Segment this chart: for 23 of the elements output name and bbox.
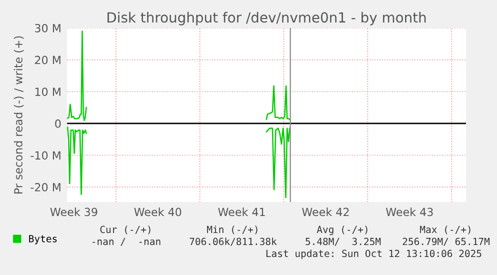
y-tick-label: 30 M <box>35 24 60 32</box>
text: Min (-/+) <box>207 226 258 234</box>
y-tick-label: -20 M <box>30 183 60 192</box>
x-tick-label: Week 40 <box>134 208 182 216</box>
text: 706.06k/811.38k <box>190 238 277 246</box>
x-tick-label: Week 39 <box>50 208 98 216</box>
text: 256.79M/ 65.17M <box>402 238 490 246</box>
y-axis-title: Pr second read (-) / write (+) <box>14 36 24 194</box>
text: Max (-/+) <box>420 226 470 234</box>
chart-title: Disk throughput for /dev/nvme0n1 - by month <box>108 12 426 26</box>
y-tick-label: 10 M <box>35 88 60 96</box>
text: Last update: Sun Oct 12 13:10:06 2025 <box>266 250 482 260</box>
y-tick-label: -10 M <box>30 151 60 160</box>
x-tick-label: Week 42 <box>302 208 349 216</box>
y-tick-label: 0 <box>55 119 61 128</box>
text: Cur (-/+) <box>100 226 150 234</box>
legend-label: Bytes <box>29 235 57 244</box>
x-tick-label: Week 41 <box>218 208 265 216</box>
text: -nan / -nan <box>92 238 160 246</box>
y-tick-label: 20 M <box>35 56 60 64</box>
text: Avg (-/+) <box>316 226 368 236</box>
x-tick-label: Week 43 <box>386 208 433 216</box>
text: 5.48M/ 3.25M <box>306 238 381 246</box>
